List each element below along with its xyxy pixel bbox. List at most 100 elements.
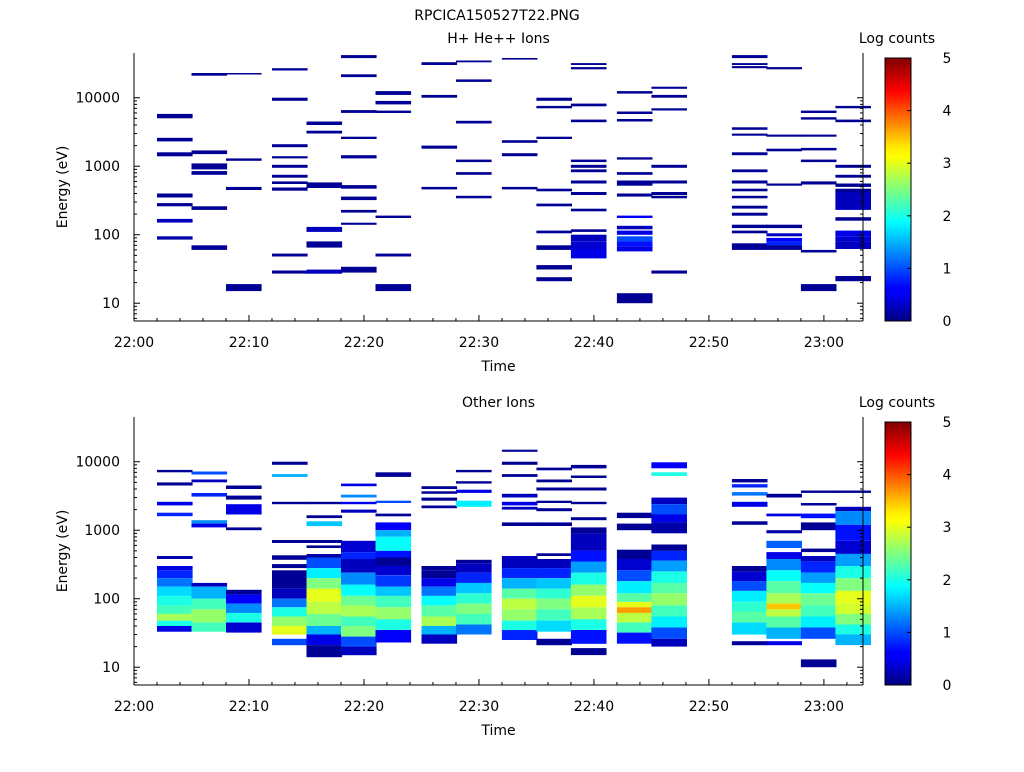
heatmap-cell (616, 523, 653, 531)
heatmap-cell (272, 638, 308, 646)
heatmap-cell (800, 110, 837, 113)
heatmap-cell (616, 236, 653, 242)
heatmap-cell (421, 634, 458, 644)
heatmap-cell (835, 634, 871, 646)
heatmap-cell (835, 236, 871, 242)
heatmap-cell (157, 469, 193, 473)
heatmap-cell (835, 119, 871, 123)
heatmap-cell (456, 582, 492, 594)
heatmap-cell (375, 110, 412, 113)
heatmap-cell (766, 134, 802, 137)
heatmap-cell (536, 609, 572, 621)
heatmap-cell (341, 155, 377, 159)
heatmap-cell (272, 144, 308, 148)
heatmap-cell (570, 619, 607, 630)
y-tick-label: 10000 (75, 91, 120, 107)
heatmap-cell (226, 284, 262, 292)
heatmap-cell (651, 497, 687, 505)
heatmap-cell (835, 183, 871, 187)
heatmap-cell (306, 269, 343, 274)
heatmap-cell (731, 641, 768, 646)
heatmap-cell (341, 209, 377, 213)
panel-h-he-ions: 22:00 22:10 22:20 22:30 22:40 22:50 23:0010100… (55, 31, 952, 375)
colorbar-tick-label: 3 (943, 156, 952, 172)
heatmap-cell (191, 245, 228, 250)
heatmap-cell (421, 186, 458, 190)
heatmap-cell (835, 217, 871, 221)
heatmap-cell (191, 586, 228, 599)
x-tick-label: 22:50 (689, 335, 729, 351)
y-tick-label: 1000 (84, 159, 120, 175)
colorbar-tick-label: 5 (943, 415, 952, 431)
heatmap-cell (835, 613, 871, 625)
heatmap-cell (226, 603, 262, 613)
heatmap-cell (226, 495, 262, 500)
heatmap-cell (272, 181, 308, 184)
heatmap-cell (800, 181, 837, 185)
x-tick-label: 22:10 (229, 699, 269, 715)
heatmap-cell (501, 556, 538, 569)
heatmap-cell (226, 612, 262, 623)
heatmap-cell (341, 626, 377, 637)
heatmap-cell (421, 94, 458, 98)
heatmap-cell (421, 486, 458, 489)
heatmap-cell (835, 490, 871, 493)
heatmap-cell (272, 174, 308, 178)
heatmap-cell (501, 58, 538, 60)
colorbar-tick-label: 4 (943, 468, 952, 484)
heatmap-cell (570, 550, 607, 562)
heatmap-cell (341, 55, 377, 59)
heatmap-cell (375, 472, 412, 477)
heatmap-cell (731, 127, 768, 130)
heatmap-cell (341, 559, 377, 573)
heatmap-cell (306, 501, 343, 505)
heatmap-cell (157, 620, 193, 626)
heatmap-cell (766, 581, 802, 594)
heatmap-cell (731, 180, 768, 184)
heatmap-cell (456, 120, 492, 124)
panel-title: Other Ions (462, 395, 535, 411)
heatmap-cell (375, 575, 412, 587)
colorbar-label: Log counts (859, 395, 935, 411)
heatmap-cell (341, 616, 377, 626)
heatmap-cell (570, 501, 607, 505)
heatmap-cell (766, 148, 802, 152)
heatmap-cell (421, 491, 458, 494)
heatmap-cell (272, 588, 308, 599)
heatmap-cell (766, 593, 802, 604)
colorbar-tick-label: 0 (943, 678, 952, 694)
heatmap-cell (421, 586, 458, 596)
heatmap-cell (157, 236, 193, 240)
heatmap-cell (456, 489, 492, 493)
colorbar-tick-label: 1 (943, 261, 952, 277)
heatmap-cell (421, 566, 458, 571)
heatmap-cell (616, 581, 653, 594)
heatmap-cell (616, 225, 653, 230)
x-axis-label: Time (480, 359, 515, 375)
heatmap-cell (456, 481, 492, 484)
heatmap-cell (536, 277, 572, 282)
heatmap-cells (157, 55, 871, 304)
heatmap-cell (536, 479, 572, 483)
heatmap-cell (157, 482, 193, 486)
heatmap-cell (570, 533, 607, 551)
heatmap-cell (570, 67, 607, 70)
heatmap-cell (651, 582, 687, 594)
heatmap-cell (456, 60, 492, 63)
x-tick-label: 22:50 (689, 699, 729, 715)
heatmap-cell (570, 607, 607, 620)
heatmap-cell (766, 183, 802, 186)
heatmap-cell (570, 208, 607, 212)
heatmap-cell (651, 627, 687, 639)
heatmap-cell (536, 188, 572, 192)
heatmap-cell (501, 620, 538, 630)
heatmap-cell (731, 479, 768, 483)
heatmap-cell (616, 612, 653, 623)
heatmap-cell (456, 79, 492, 82)
heatmap-cell (191, 73, 228, 76)
heatmap-cell (766, 530, 802, 534)
heatmap-cell (616, 570, 653, 582)
heatmap-cell (616, 601, 653, 608)
heatmap-cell (421, 605, 458, 617)
heatmap-cell (536, 97, 572, 101)
